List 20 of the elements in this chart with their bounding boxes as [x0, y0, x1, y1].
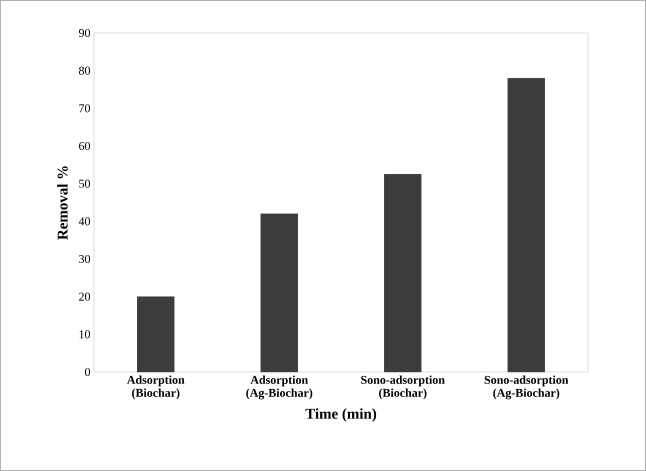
x-tick-label: Adsorption (Ag-Biochar) — [246, 376, 312, 400]
x-tick-label: Adsorption (Biochar) — [126, 376, 184, 400]
bar — [260, 214, 298, 372]
y-tick-label: 80 — [78, 66, 90, 75]
y-tick-label: 10 — [80, 330, 90, 338]
y-tick-label: 90 — [78, 28, 90, 38]
x-tick-label: Sono-adsorption (Ag-Biochar) — [484, 376, 568, 400]
y-axis-title: Removal % — [57, 166, 68, 240]
y-tick-label: 40 — [78, 217, 90, 226]
y-tick-label: 30 — [79, 254, 90, 264]
bar — [384, 174, 422, 372]
y-tick-label: 0 — [84, 368, 90, 376]
bar — [508, 78, 545, 372]
x-tick-label: Sono-adsorption (Biochar) — [361, 376, 445, 400]
y-tick-label: 60 — [79, 142, 90, 150]
y-tick-label: 50 — [79, 180, 90, 188]
y-tick-label: 70 — [79, 104, 90, 112]
x-axis-title: Time (min) — [305, 408, 376, 422]
bar — [137, 296, 174, 372]
y-tick-label: 20 — [79, 292, 90, 301]
